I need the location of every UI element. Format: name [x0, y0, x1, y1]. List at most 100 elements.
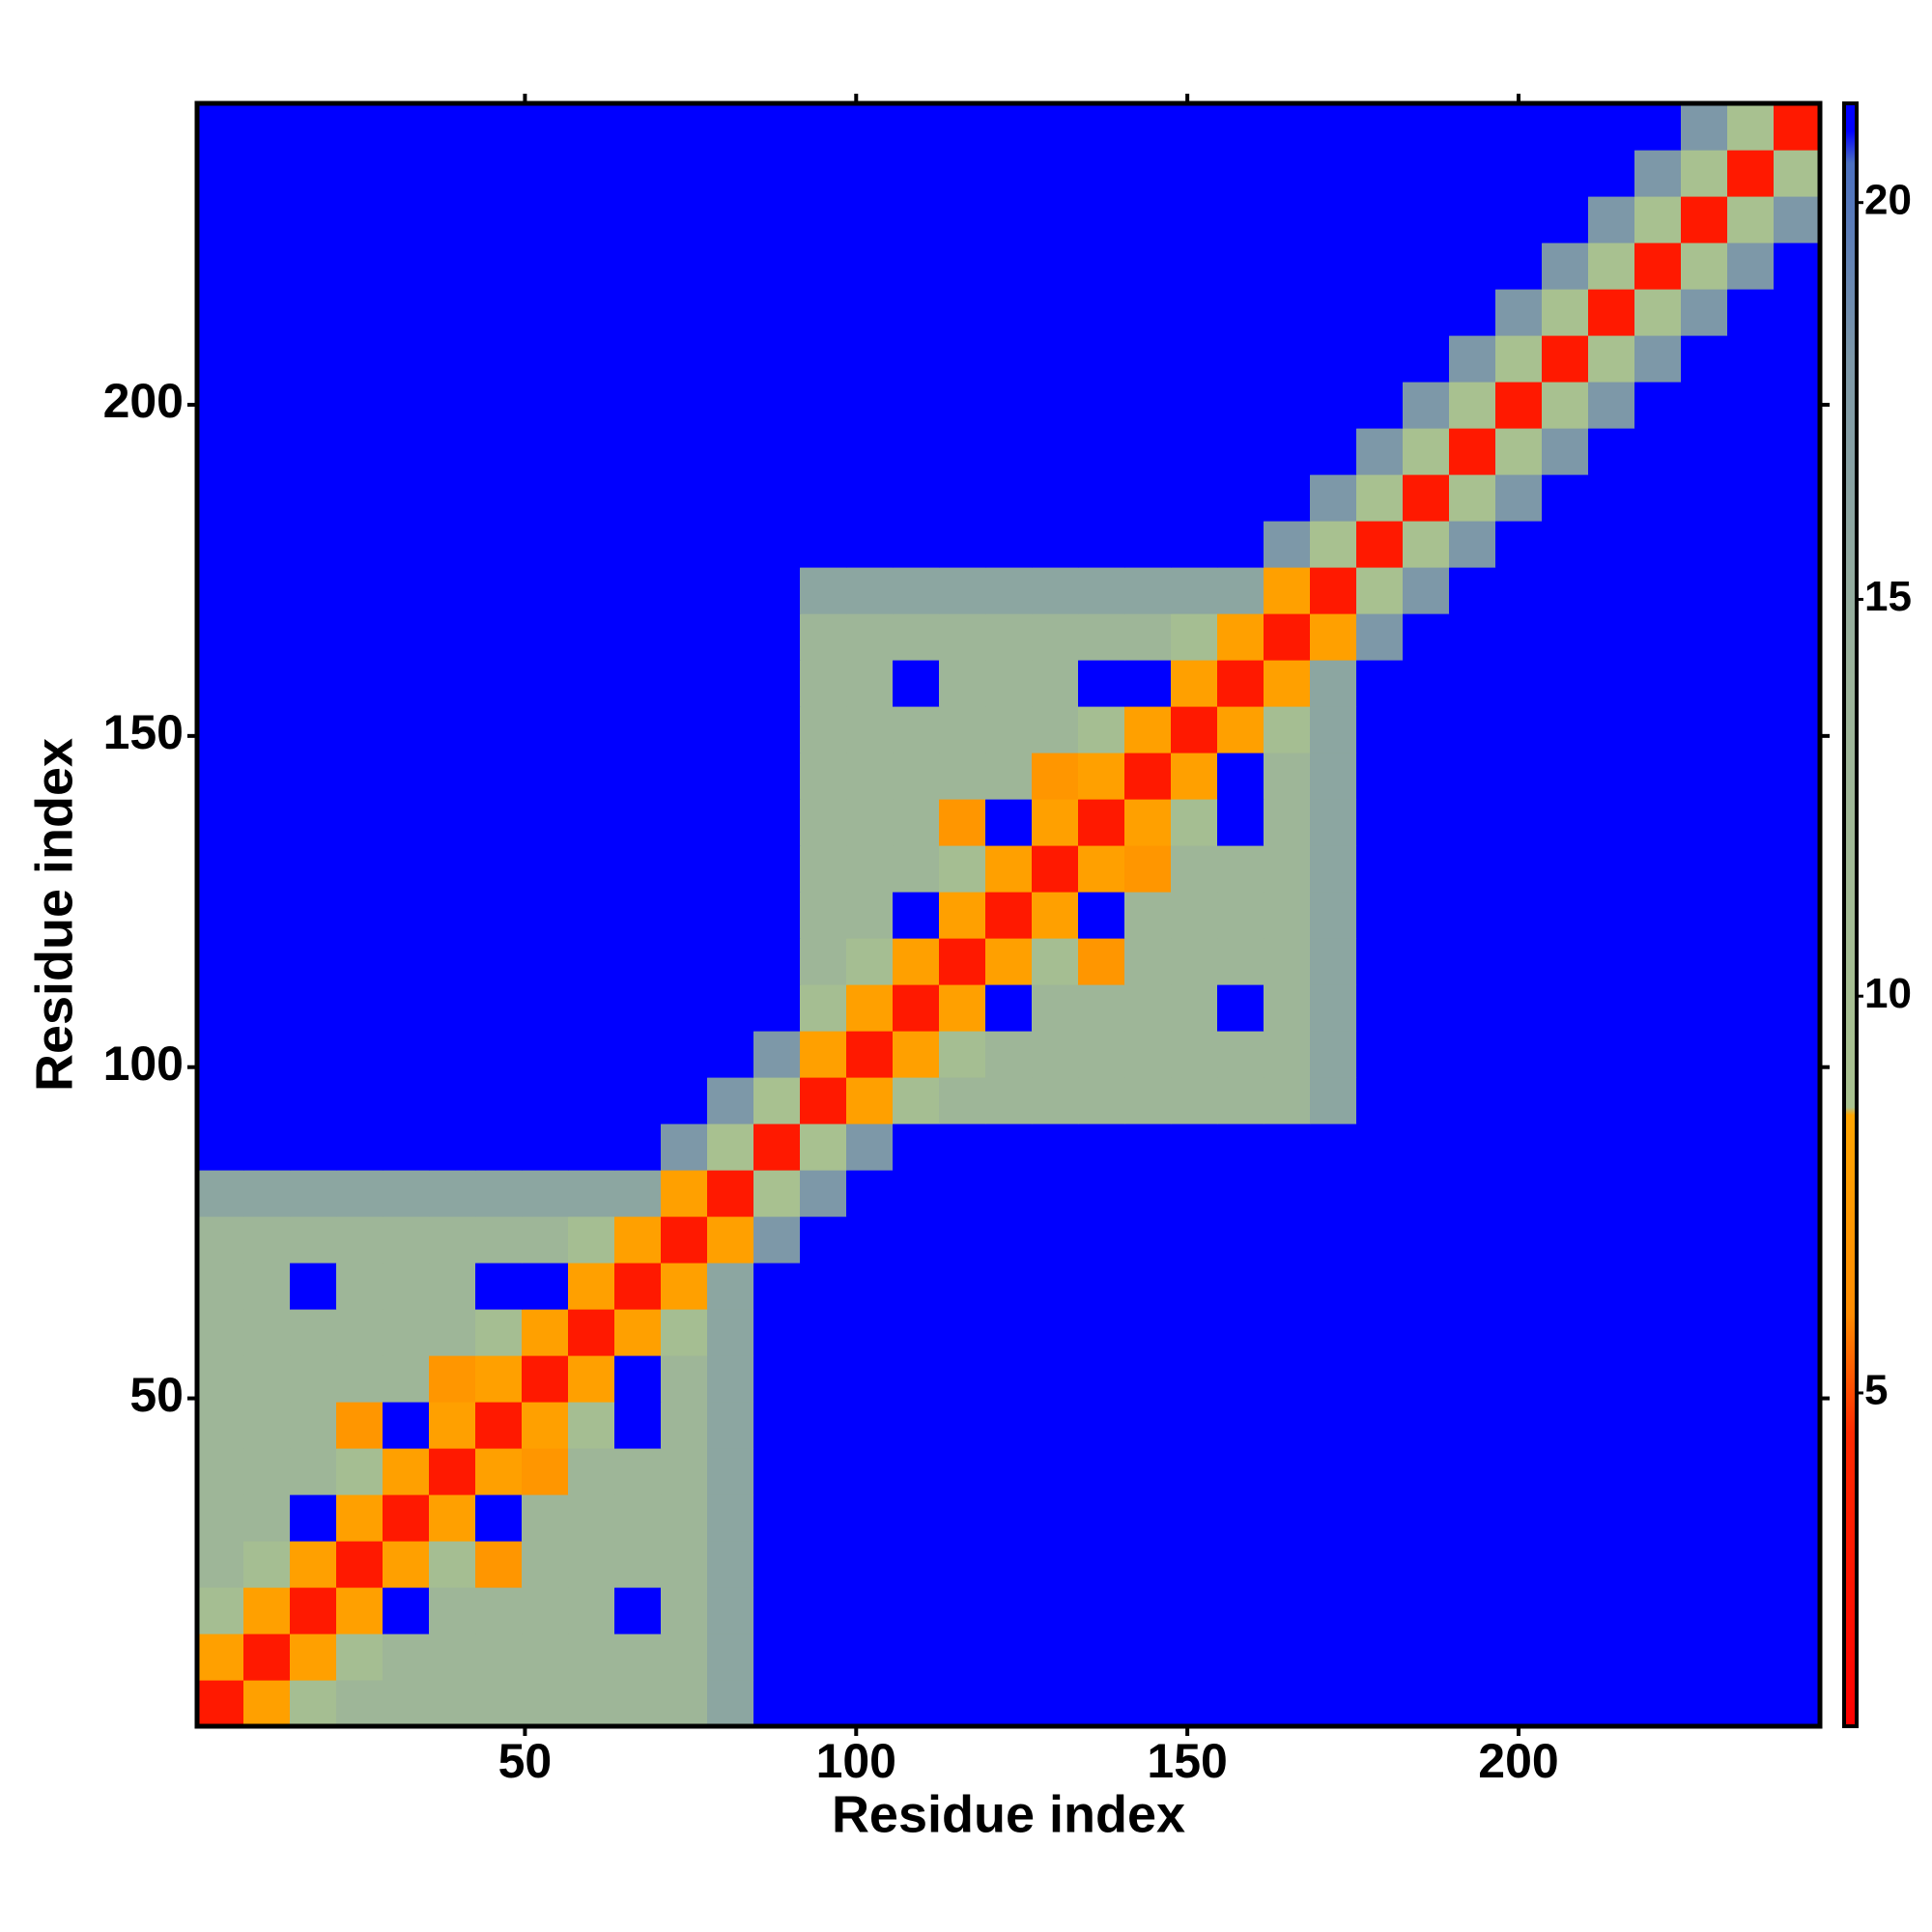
heatmap-cell — [290, 1309, 337, 1356]
heatmap-cell — [475, 706, 523, 753]
heatmap-cell — [1449, 938, 1496, 985]
heatmap-cell — [1217, 1170, 1264, 1217]
heatmap-cell — [1588, 1216, 1635, 1264]
heatmap-cell — [707, 1634, 754, 1681]
heatmap-cell — [1495, 103, 1543, 151]
heatmap-cell — [336, 289, 384, 336]
heatmap-cell — [1542, 428, 1589, 475]
heatmap-cell — [1356, 103, 1404, 151]
heatmap-cell — [707, 1587, 754, 1634]
heatmap-cell — [1449, 1448, 1496, 1495]
heatmap-cell — [197, 753, 244, 800]
heatmap-cell — [475, 613, 523, 661]
heatmap-cell — [197, 1541, 244, 1588]
heatmap-cell — [707, 103, 754, 151]
heatmap-cell — [1264, 428, 1311, 475]
heatmap-cell — [1078, 289, 1125, 336]
heatmap-cell — [1403, 706, 1450, 753]
heatmap-cell — [1449, 1680, 1496, 1727]
heatmap-cell — [1727, 335, 1775, 383]
heatmap-cell — [1634, 289, 1682, 336]
heatmap-cell — [1774, 1541, 1821, 1588]
heatmap-cell — [939, 1587, 986, 1634]
heatmap-cell — [197, 196, 244, 243]
heatmap-cell — [290, 1494, 337, 1542]
heatmap-cell — [475, 1634, 523, 1681]
heatmap-cell — [939, 938, 986, 985]
heatmap-cell — [1681, 1309, 1728, 1356]
heatmap-cell — [1588, 474, 1635, 522]
heatmap-cell — [290, 660, 337, 707]
heatmap-cell — [336, 474, 384, 522]
x-tick-label: 200 — [1478, 1734, 1558, 1788]
heatmap-cell — [290, 938, 337, 985]
heatmap-cell — [290, 1402, 337, 1449]
heatmap-cell — [1078, 892, 1125, 939]
heatmap-cell — [1727, 660, 1775, 707]
heatmap-cell — [1634, 103, 1682, 151]
heatmap-cell — [939, 1216, 986, 1264]
heatmap-cell — [1124, 984, 1172, 1032]
heatmap-cell — [522, 1448, 569, 1495]
heatmap-cell — [1727, 1263, 1775, 1310]
heatmap-cell — [1495, 1170, 1543, 1217]
heatmap-cell — [1588, 1587, 1635, 1634]
heatmap-cell — [1403, 1031, 1450, 1078]
heatmap-cell — [290, 1541, 337, 1588]
heatmap-cell — [1449, 1170, 1496, 1217]
heatmap-cell — [243, 1448, 291, 1495]
heatmap-cell — [243, 1587, 291, 1634]
heatmap-cell — [383, 845, 430, 893]
heatmap-cell — [1264, 1216, 1311, 1264]
x-tick-label: 150 — [1147, 1734, 1227, 1788]
heatmap-cell — [985, 1448, 1033, 1495]
heatmap-cell — [1495, 799, 1543, 846]
heatmap-cell — [1403, 1077, 1450, 1124]
heatmap-cell — [1078, 1170, 1125, 1217]
heatmap-cell — [1727, 1170, 1775, 1217]
heatmap-cell — [1727, 892, 1775, 939]
heatmap-cell — [1264, 892, 1311, 939]
heatmap-cell — [1171, 567, 1218, 614]
heatmap-cell — [522, 1355, 569, 1403]
heatmap-cell — [1774, 1402, 1821, 1449]
heatmap-cell — [290, 150, 337, 197]
heatmap-cell — [1495, 938, 1543, 985]
heatmap-cell — [846, 892, 894, 939]
heatmap-cell — [1403, 382, 1450, 429]
heatmap-cell — [614, 706, 662, 753]
heatmap-cell — [1124, 613, 1172, 661]
heatmap-cell — [1217, 242, 1264, 290]
heatmap-cell — [429, 660, 476, 707]
heatmap-cell — [1727, 289, 1775, 336]
heatmap-cell — [753, 706, 801, 753]
heatmap-cell — [1588, 521, 1635, 568]
heatmap-cell — [1217, 892, 1264, 939]
heatmap-cell — [800, 196, 847, 243]
heatmap-cell — [568, 1634, 615, 1681]
heatmap-cell — [1171, 938, 1218, 985]
heatmap-cell — [661, 150, 708, 197]
heatmap-cell — [383, 335, 430, 383]
heatmap-cell — [614, 382, 662, 429]
heatmap-cell — [1356, 196, 1404, 243]
heatmap-cell — [475, 335, 523, 383]
heatmap-cell — [661, 382, 708, 429]
heatmap-cell — [1588, 242, 1635, 290]
heatmap-cell — [1774, 845, 1821, 893]
heatmap-cell — [1264, 1077, 1311, 1124]
heatmap-cell — [522, 1634, 569, 1681]
heatmap-cell — [568, 845, 615, 893]
heatmap-cell — [1542, 335, 1589, 383]
heatmap-cell — [1681, 1263, 1728, 1310]
heatmap-cell — [1634, 150, 1682, 197]
heatmap-cell — [1264, 1680, 1311, 1727]
heatmap-cell — [1727, 1680, 1775, 1727]
heatmap-cell — [522, 103, 569, 151]
heatmap-cell — [1588, 938, 1635, 985]
heatmap-cell — [939, 567, 986, 614]
heatmap-cell — [661, 335, 708, 383]
heatmap-cell — [939, 242, 986, 290]
heatmap-cell — [939, 1355, 986, 1403]
heatmap-cell — [1681, 1216, 1728, 1264]
